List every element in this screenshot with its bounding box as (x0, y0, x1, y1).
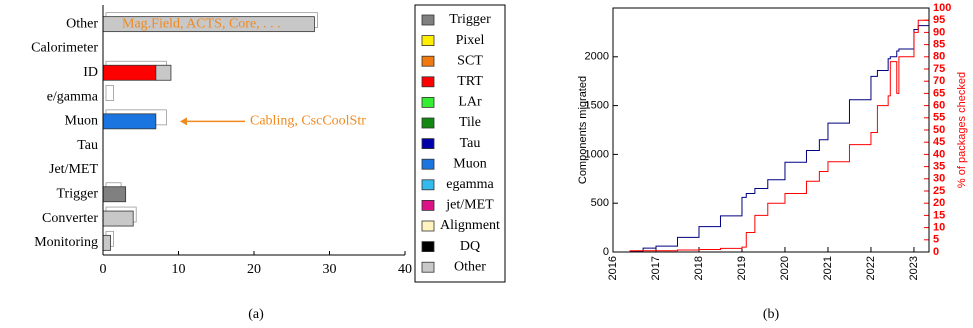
x-tick-label: 2023 (908, 256, 920, 280)
y2-tick-label: 80 (933, 51, 945, 63)
y-tick-label: Calorimeter (31, 41, 98, 56)
legend-swatch (421, 35, 435, 46)
y-axis-title: Components migrated (577, 76, 589, 184)
y-tick-label: 1500 (585, 100, 609, 112)
y2-tick-label: 45 (933, 136, 945, 148)
y-tick-label: Monitoring (34, 235, 98, 250)
y-tick-label: Tau (77, 138, 98, 153)
annotation: Mag.Field, ACTS, Core, . . . (122, 16, 281, 31)
y-tick-label: Other (66, 16, 98, 31)
y2-tick-label: 25 (933, 185, 945, 197)
legend-swatch (421, 76, 435, 88)
y2-tick-label: 20 (933, 197, 945, 209)
legend-swatch (421, 97, 435, 108)
bar-segment (102, 234, 111, 251)
y-tick-label: Converter (42, 211, 98, 226)
y2-tick-label: 60 (933, 100, 945, 112)
legend-swatch (421, 55, 435, 67)
y2-tick-label: 40 (933, 148, 945, 160)
x-tick-label: 2020 (779, 256, 791, 280)
x-tick-label: 2016 (607, 256, 619, 280)
y-tick-label: 500 (591, 197, 609, 209)
y2-tick-label: 85 (933, 39, 945, 51)
bar-segment (102, 210, 134, 227)
legend-swatch (421, 220, 435, 232)
legend-label: Tile (459, 115, 481, 130)
y-tick-label: 0 (603, 246, 609, 258)
y-tick-label: 2000 (585, 51, 609, 63)
bar-segment (102, 113, 157, 130)
y2-tick-label: 0 (933, 246, 939, 258)
legend-swatch (421, 117, 435, 129)
y2-tick-label: 70 (933, 75, 945, 87)
legend-label: Muon (453, 156, 486, 171)
annotation: Cabling, CscCoolStr (250, 114, 366, 129)
y2-tick-label: 65 (933, 87, 945, 99)
legend-swatch (421, 199, 435, 211)
x-tick-label: 2018 (693, 256, 705, 280)
y-tick-label: 1000 (585, 148, 609, 160)
step-line (613, 15, 930, 253)
y-tick-label: Jet/MET (49, 162, 98, 177)
legend-label: TRT (457, 74, 483, 89)
y-tick-label: ID (83, 65, 98, 80)
y-tick-label: e/gamma (47, 89, 99, 104)
bar-segment (155, 64, 172, 81)
x-tick-label: 0 (100, 262, 107, 277)
legend-label: Tau (460, 136, 481, 151)
legend-swatch (421, 158, 435, 170)
bar-segment (102, 186, 127, 203)
plot-frame (612, 7, 930, 253)
y2-tick-label: 50 (933, 124, 945, 136)
legend-swatch (421, 179, 435, 191)
bar-segment (102, 64, 157, 81)
x-tick-label: 30 (323, 262, 337, 277)
y2-tick-label: 95 (933, 14, 945, 26)
x-tick-label: 20 (247, 262, 261, 277)
y2-tick-label: 75 (933, 63, 945, 75)
legend-label: Other (454, 259, 486, 274)
legend-label: DQ (460, 239, 480, 254)
x-tick-label: 2021 (822, 256, 834, 280)
x-tick-label: 40 (398, 262, 412, 277)
caption: (a) (248, 307, 264, 322)
x-tick-label: 2017 (650, 256, 662, 280)
step-line (613, 17, 930, 253)
legend-swatch (421, 14, 435, 26)
y-tick-label: Muon (65, 114, 98, 129)
legend-label: egamma (446, 177, 494, 192)
legend-label: SCT (457, 53, 483, 68)
y2-tick-label: 30 (933, 173, 945, 185)
x-tick-label: 10 (172, 262, 186, 277)
y2-axis-title: % of packages checked (956, 72, 968, 188)
legend-label: Trigger (449, 12, 491, 27)
y2-tick-label: 100 (933, 2, 951, 14)
legend-swatch (421, 138, 435, 150)
y2-tick-label: 10 (933, 222, 945, 234)
x-tick-label: 2022 (865, 256, 877, 280)
outline-bar (105, 85, 114, 101)
legend-swatch (421, 241, 435, 253)
y2-tick-label: 5 (933, 234, 939, 246)
y2-tick-label: 35 (933, 161, 945, 173)
y2-tick-label: 90 (933, 26, 945, 38)
caption: (b) (763, 307, 780, 322)
y2-tick-label: 55 (933, 112, 945, 124)
y2-tick-label: 15 (933, 209, 945, 221)
legend-label: jet/MET (445, 198, 494, 213)
legend-label: LAr (458, 95, 482, 110)
arrow-head (180, 117, 187, 126)
legend-label: Alignment (440, 218, 500, 233)
y-tick-label: Trigger (57, 186, 99, 201)
legend-swatch (421, 261, 435, 273)
x-tick-label: 2019 (736, 256, 748, 280)
legend-label: Pixel (456, 33, 485, 48)
